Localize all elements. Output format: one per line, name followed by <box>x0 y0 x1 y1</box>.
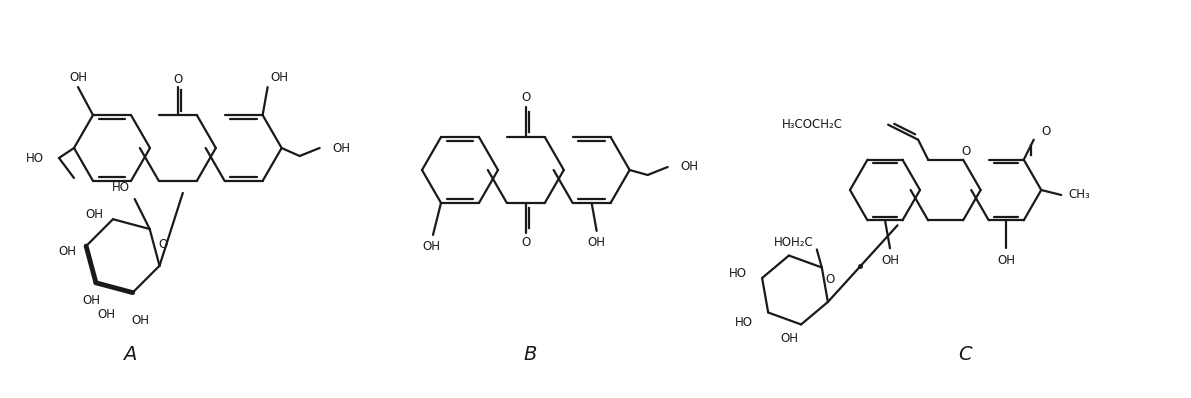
Text: O: O <box>1041 125 1050 138</box>
Text: HO: HO <box>112 181 130 193</box>
Text: C: C <box>959 345 972 365</box>
Text: HOH₂C: HOH₂C <box>774 236 813 249</box>
Text: HO: HO <box>729 267 747 279</box>
Text: OH: OH <box>780 332 799 345</box>
Text: OH: OH <box>270 70 288 84</box>
Text: OH: OH <box>69 70 87 84</box>
Text: OH: OH <box>881 254 899 267</box>
Text: OH: OH <box>132 314 150 327</box>
Text: B: B <box>523 345 537 365</box>
Text: O: O <box>158 238 167 251</box>
Text: OH: OH <box>85 208 102 221</box>
Text: OH: OH <box>82 294 100 307</box>
Text: O: O <box>522 91 530 103</box>
Text: OH: OH <box>997 254 1015 267</box>
Text: HO: HO <box>26 152 44 164</box>
Text: A: A <box>124 345 137 365</box>
Text: O: O <box>825 273 835 286</box>
Text: HO: HO <box>735 316 753 329</box>
Text: O: O <box>961 145 971 158</box>
Text: O: O <box>173 72 182 86</box>
Text: CH₃: CH₃ <box>1068 189 1090 201</box>
Text: H₃COCH₂C: H₃COCH₂C <box>782 118 843 131</box>
Text: OH: OH <box>587 236 606 250</box>
Text: OH: OH <box>96 308 116 321</box>
Text: OH: OH <box>422 240 439 254</box>
Text: OH: OH <box>332 142 350 154</box>
Text: O: O <box>522 236 530 250</box>
Text: OH: OH <box>680 160 699 174</box>
Text: OH: OH <box>58 245 76 258</box>
